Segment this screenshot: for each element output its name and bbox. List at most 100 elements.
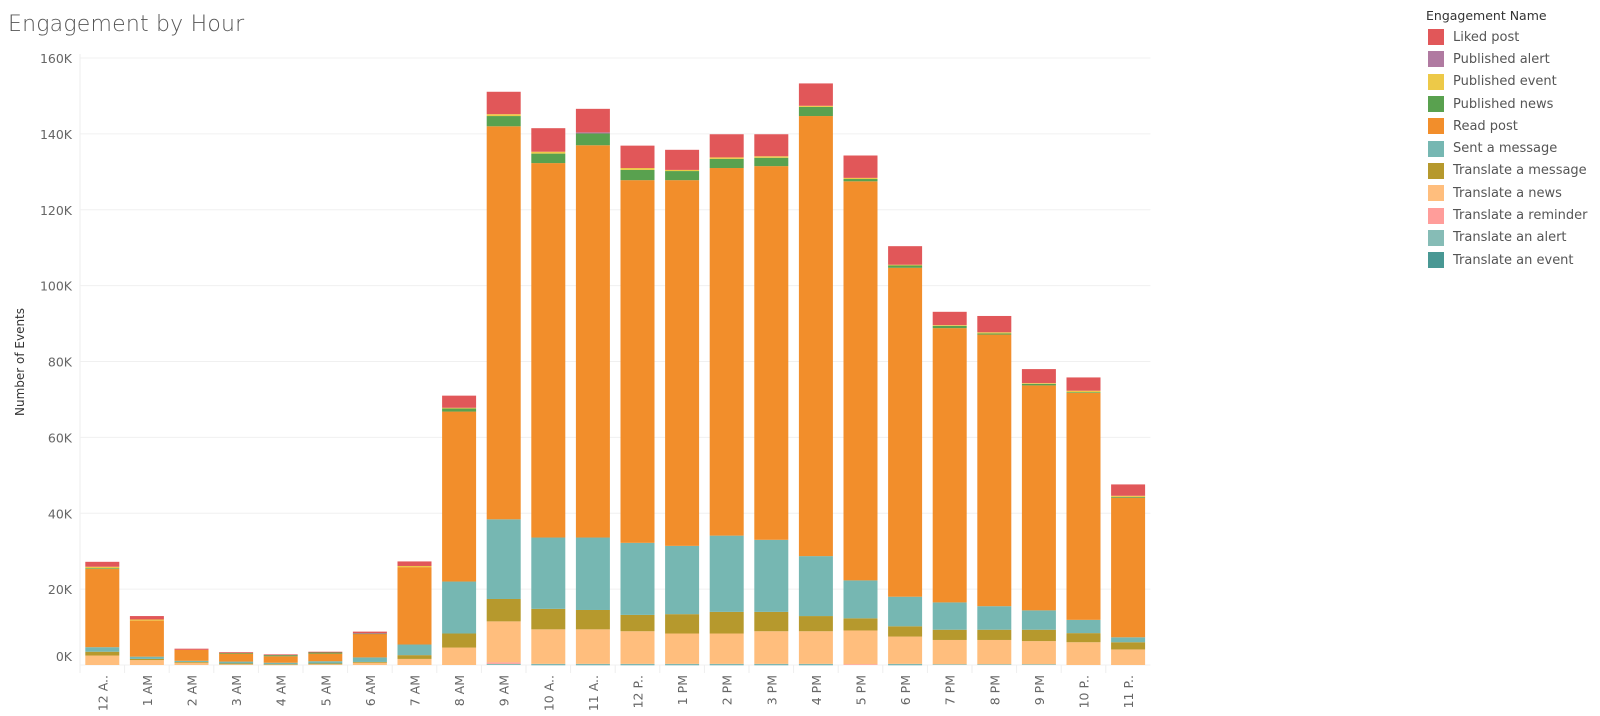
bar-segment[interactable] <box>352 657 387 662</box>
bar-segment[interactable] <box>352 633 387 634</box>
bar-segment[interactable] <box>85 568 120 570</box>
bar-segment[interactable] <box>85 569 120 648</box>
bar-segment[interactable] <box>352 662 387 665</box>
bar-segment[interactable] <box>1066 633 1101 643</box>
bar-segment[interactable] <box>798 556 833 617</box>
bar-segment[interactable] <box>1111 496 1146 498</box>
bar-segment[interactable] <box>709 168 744 536</box>
bar-segment[interactable] <box>754 539 789 612</box>
bar-segment[interactable] <box>486 91 521 115</box>
bar-segment[interactable] <box>888 626 923 637</box>
bar-segment[interactable] <box>486 598 521 622</box>
bar-segment[interactable] <box>1111 484 1146 496</box>
bar-segment[interactable] <box>620 180 655 543</box>
bar-segment[interactable] <box>85 647 120 652</box>
bar-segment[interactable] <box>531 163 566 538</box>
legend-item[interactable]: Read post <box>1426 115 1587 137</box>
bar-segment[interactable] <box>1021 385 1056 611</box>
bar-segment[interactable] <box>442 647 477 665</box>
bar-segment[interactable] <box>174 649 209 661</box>
bar-segment[interactable] <box>263 662 298 665</box>
bar-segment[interactable] <box>442 581 477 634</box>
bar-segment[interactable] <box>665 633 700 664</box>
bar-segment[interactable] <box>888 663 923 665</box>
bar-segment[interactable] <box>754 664 789 666</box>
bar-segment[interactable] <box>754 157 789 167</box>
bar-segment[interactable] <box>352 661 387 663</box>
bar-segment[interactable] <box>1021 369 1056 384</box>
bar-segment[interactable] <box>843 580 878 619</box>
legend-item[interactable]: Published event <box>1426 71 1587 93</box>
bar-segment[interactable] <box>129 620 164 657</box>
bar-segment[interactable] <box>85 561 120 567</box>
legend-item[interactable]: Liked post <box>1426 26 1587 48</box>
bar-segment[interactable] <box>709 611 744 634</box>
bar-segment[interactable] <box>263 664 298 666</box>
bar-segment[interactable] <box>932 328 967 603</box>
bar-segment[interactable] <box>665 180 700 546</box>
bar-segment[interactable] <box>1066 392 1101 620</box>
bar-segment[interactable] <box>1021 629 1056 642</box>
bar-segment[interactable] <box>397 561 432 566</box>
bar-segment[interactable] <box>442 407 477 409</box>
bar-segment[interactable] <box>932 325 967 329</box>
bar-segment[interactable] <box>531 608 566 630</box>
bar-segment[interactable] <box>977 315 1012 333</box>
bar-segment[interactable] <box>932 602 967 630</box>
legend-item[interactable]: Translate a news <box>1426 182 1587 204</box>
bar-segment[interactable] <box>754 166 789 540</box>
bar-segment[interactable] <box>888 246 923 265</box>
bar-segment[interactable] <box>129 660 164 665</box>
bar-segment[interactable] <box>575 609 610 630</box>
bar-segment[interactable] <box>85 566 120 569</box>
bar-segment[interactable] <box>620 614 655 632</box>
bar-segment[interactable] <box>1111 649 1146 665</box>
bar-segment[interactable] <box>932 664 967 665</box>
bar-segment[interactable] <box>754 134 789 157</box>
bar-segment[interactable] <box>308 663 343 665</box>
bar-segment[interactable] <box>442 633 477 648</box>
bar-segment[interactable] <box>174 662 209 665</box>
bar-segment[interactable] <box>1066 377 1101 391</box>
bar-segment[interactable] <box>709 535 744 612</box>
bar-segment[interactable] <box>486 114 521 117</box>
bar-segment[interactable] <box>843 618 878 631</box>
bar-segment[interactable] <box>129 658 164 661</box>
bar-segment[interactable] <box>620 145 655 169</box>
bar-segment[interactable] <box>308 653 343 662</box>
bar-segment[interactable] <box>1021 383 1056 386</box>
bar-segment[interactable] <box>843 177 878 180</box>
legend-item[interactable]: Translate a reminder <box>1426 204 1587 226</box>
bar-segment[interactable] <box>442 408 477 412</box>
bar-segment[interactable] <box>531 128 566 152</box>
bar-segment[interactable] <box>575 108 610 133</box>
bar-segment[interactable] <box>397 658 432 665</box>
bar-segment[interactable] <box>486 663 521 665</box>
bar-segment[interactable] <box>709 664 744 666</box>
bar-segment[interactable] <box>843 155 878 178</box>
bar-segment[interactable] <box>620 168 655 170</box>
bar-segment[interactable] <box>888 636 923 664</box>
bar-segment[interactable] <box>665 171 700 181</box>
bar-segment[interactable] <box>932 325 967 326</box>
bar-segment[interactable] <box>263 655 298 657</box>
bar-segment[interactable] <box>754 156 789 158</box>
bar-segment[interactable] <box>754 663 789 665</box>
bar-segment[interactable] <box>888 664 923 666</box>
bar-segment[interactable] <box>575 664 610 666</box>
bar-segment[interactable] <box>174 660 209 662</box>
legend-item[interactable]: Translate a message <box>1426 160 1587 182</box>
bar-segment[interactable] <box>219 661 254 664</box>
bar-segment[interactable] <box>219 664 254 665</box>
bar-segment[interactable] <box>977 606 1012 630</box>
bar-segment[interactable] <box>665 663 700 665</box>
bar-segment[interactable] <box>709 134 744 158</box>
bar-segment[interactable] <box>1066 642 1101 665</box>
bar-segment[interactable] <box>1111 497 1146 638</box>
bar-segment[interactable] <box>531 537 566 609</box>
bar-segment[interactable] <box>798 105 833 107</box>
bar-segment[interactable] <box>531 664 566 666</box>
bar-segment[interactable] <box>352 631 387 634</box>
legend-item[interactable]: Published alert <box>1426 48 1587 70</box>
bar-segment[interactable] <box>219 653 254 662</box>
